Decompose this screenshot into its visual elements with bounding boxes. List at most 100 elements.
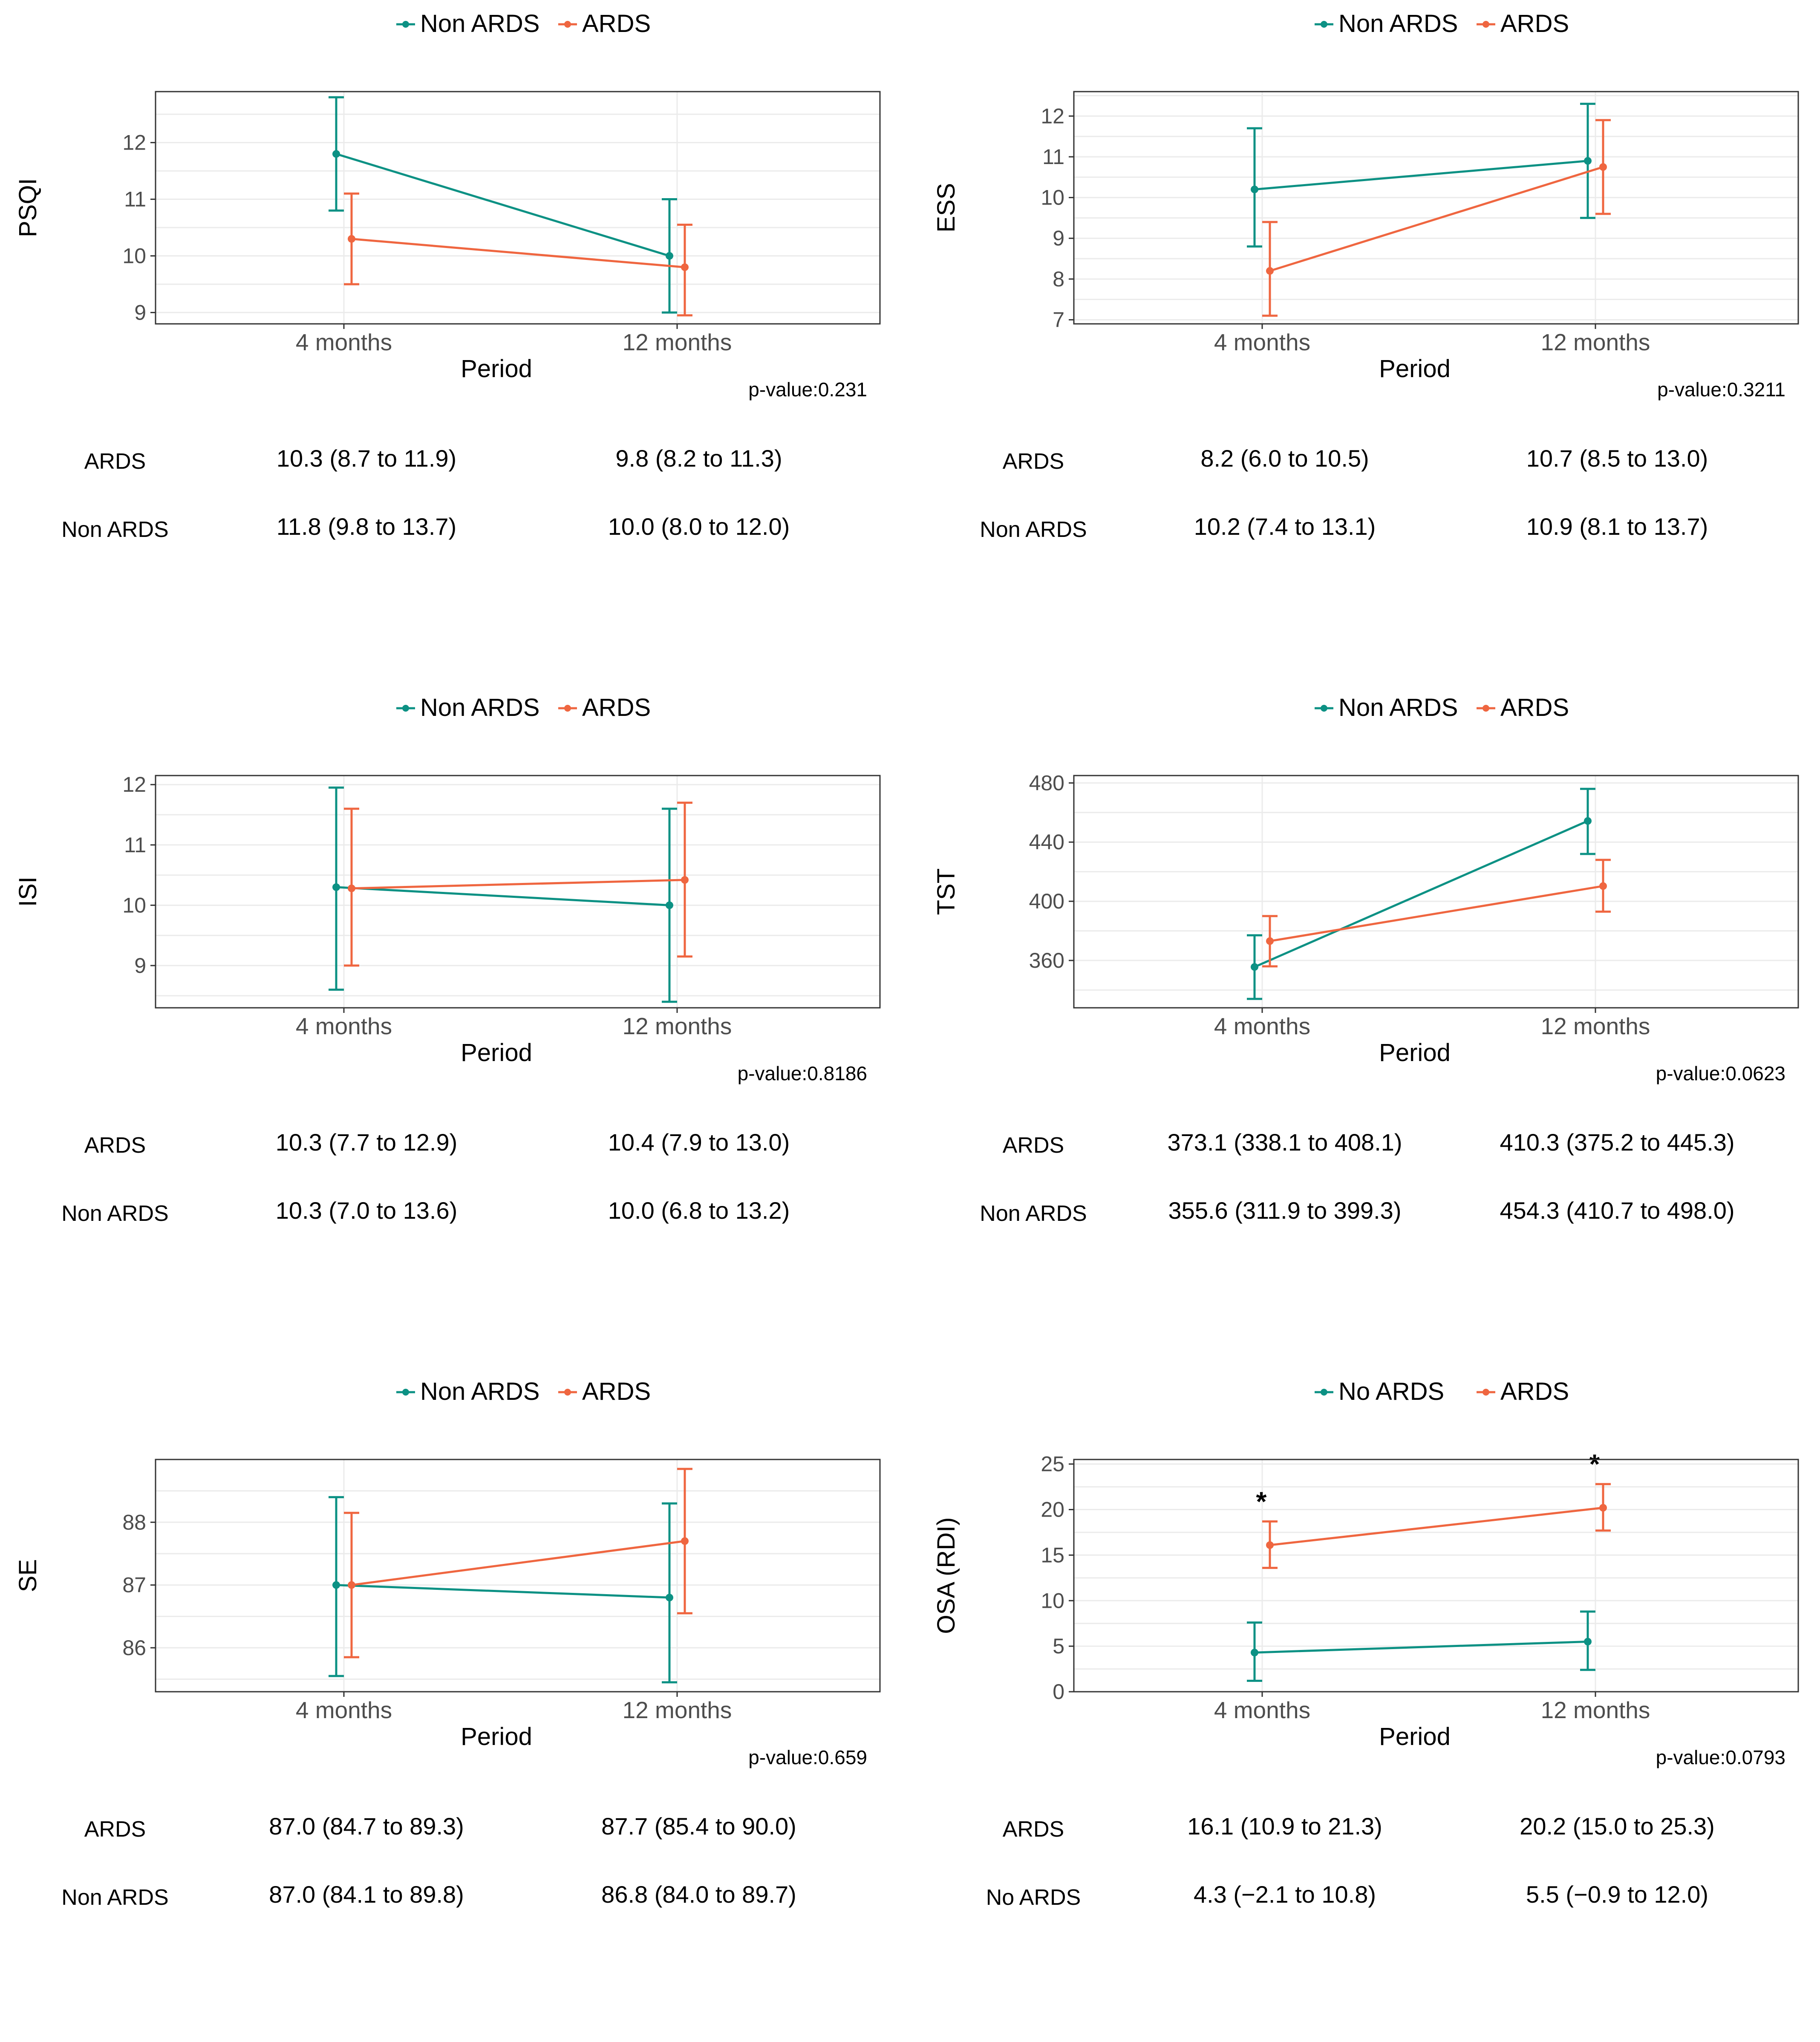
table-cell: 10.4 (7.9 to 13.0) [608,1129,790,1156]
y-axis-title: SE [14,1559,42,1592]
legend-label: No ARDS [1338,1378,1444,1405]
legend-key-point [402,21,409,28]
table-cell: 10.2 (7.4 to 13.1) [1194,513,1376,540]
y-tick-label: 20 [1041,1498,1064,1522]
chart-svg: 0 5 10 15 20 25 4 months 12 months * * OSA (RDI) Pe… [932,1378,1799,1910]
y-tick-label: 9 [1053,226,1064,250]
y-axis-title: TST [932,868,960,915]
data-point [1599,163,1607,171]
series-line [1254,160,1588,190]
p-value: p-value:0.8186 [738,1062,867,1084]
p-value: p-value:0.3211 [1657,378,1785,401]
isi-panel: 9 10 11 12 4 months 12 months ISI Period Non ARD… [0,684,910,1358]
data-point [1251,185,1258,193]
data-point [332,883,340,891]
table-row-label: Non ARDS [61,1201,168,1226]
ess-panel: 7 8 9 10 11 12 4 months 12 months ESS Period Non A… [918,0,1820,674]
table-row-label: Non ARDS [61,1885,168,1910]
y-tick-label: 15 [1041,1543,1064,1567]
table-row-label: ARDS [84,1817,146,1842]
y-tick-label: 11 [1042,145,1064,169]
legend-key-point [1321,21,1327,28]
legend: Non ARDS ARDS [1315,10,1569,37]
legend-key-point [1321,1389,1327,1396]
chart-svg: 7 8 9 10 11 12 4 months 12 months ESS Period Non A… [932,10,1799,542]
y-tick-label: 12 [122,773,146,796]
data-point [1251,963,1258,971]
plot-frame [1073,91,1799,325]
y-tick-label: 400 [1029,889,1064,913]
plot-background [1074,92,1798,324]
y-tick-label: 360 [1029,949,1064,972]
legend-label: ARDS [1500,1378,1569,1405]
x-tick-label: 4 months [1214,329,1310,355]
y-tick-label: 10 [1041,186,1064,210]
data-point [348,884,355,892]
series-line [351,1540,685,1586]
legend: No ARDS ARDS [1315,1378,1569,1405]
y-tick-label: 12 [1041,104,1064,128]
x-axis-title: Period [461,355,532,383]
data-point [348,1581,355,1589]
y-tick-label: 0 [1053,1680,1064,1704]
series-line [336,153,670,257]
table-row-label: Non ARDS [980,517,1087,542]
series-line [1269,166,1604,272]
x-tick-label: 12 months [623,1697,732,1723]
p-value: p-value:0.0793 [1656,1746,1785,1768]
table-cell: 355.6 (311.9 to 399.3) [1168,1197,1402,1224]
y-axis-title: ESS [932,183,960,232]
plot-background [156,1459,880,1692]
table-row-label: Non ARDS [980,1201,1087,1226]
plot-background [1074,1459,1798,1692]
legend-label: ARDS [582,1378,651,1405]
y-tick-label: 440 [1029,830,1064,854]
x-tick-label: 4 months [1214,1013,1310,1039]
table-cell: 10.0 (8.0 to 12.0) [608,513,790,540]
legend-label: Non ARDS [1338,10,1458,37]
table-cell: 454.3 (410.7 to 498.0) [1500,1197,1734,1224]
chart-svg: 9 10 11 12 4 months 12 months ISI Period Non ARD… [14,694,881,1226]
data-point [666,252,673,260]
y-tick-label: 9 [134,300,146,324]
plot-background [156,92,880,324]
x-tick-label: 12 months [623,1013,732,1039]
chart-svg: 86 87 88 4 months 12 months SE Period Non ARDS A… [14,1378,881,1910]
y-axis-title: OSA (RDI) [932,1517,960,1634]
y-axis-title: PSQI [14,178,42,237]
legend-key-point [1321,705,1327,712]
p-value: p-value:0.659 [748,1746,867,1768]
plot-background [156,776,880,1008]
table-cell: 87.7 (85.4 to 90.0) [601,1813,796,1840]
significance-star: * [1589,1449,1600,1480]
series-line [351,238,685,268]
legend-key-point [402,1389,409,1396]
data-point [681,263,689,271]
table-cell: 86.8 (84.0 to 89.7) [601,1881,796,1908]
table-row-label: ARDS [84,449,146,474]
legend-key-point [402,705,409,712]
x-tick-label: 4 months [1214,1697,1310,1723]
x-tick-label: 12 months [1541,1697,1650,1723]
table-cell: 10.3 (7.0 to 13.6) [276,1197,458,1224]
x-axis-title: Period [1379,355,1451,383]
legend: Non ARDS ARDS [396,10,651,37]
series-line [1254,1640,1588,1654]
y-tick-label: 12 [122,131,146,155]
data-point [1584,1638,1592,1646]
x-tick-label: 12 months [1541,329,1650,355]
legend-label: ARDS [1500,694,1569,721]
table-cell: 20.2 (15.0 to 25.3) [1520,1813,1715,1840]
x-tick-label: 12 months [1541,1013,1650,1039]
table-cell: 10.3 (8.7 to 11.9) [277,445,456,472]
legend-label: Non ARDS [1338,694,1458,721]
x-tick-label: 4 months [296,1013,392,1039]
plot-frame [1073,1459,1799,1693]
series-line [1269,1506,1604,1546]
y-axis-title: ISI [14,877,42,907]
chart-svg: 360 400 440 480 4 months 12 months TST Period No… [932,694,1799,1226]
series-line [336,886,670,906]
table-cell: 10.9 (8.1 to 13.7) [1526,513,1708,540]
legend-key-point [564,21,571,28]
p-value: p-value:0.231 [748,378,867,401]
